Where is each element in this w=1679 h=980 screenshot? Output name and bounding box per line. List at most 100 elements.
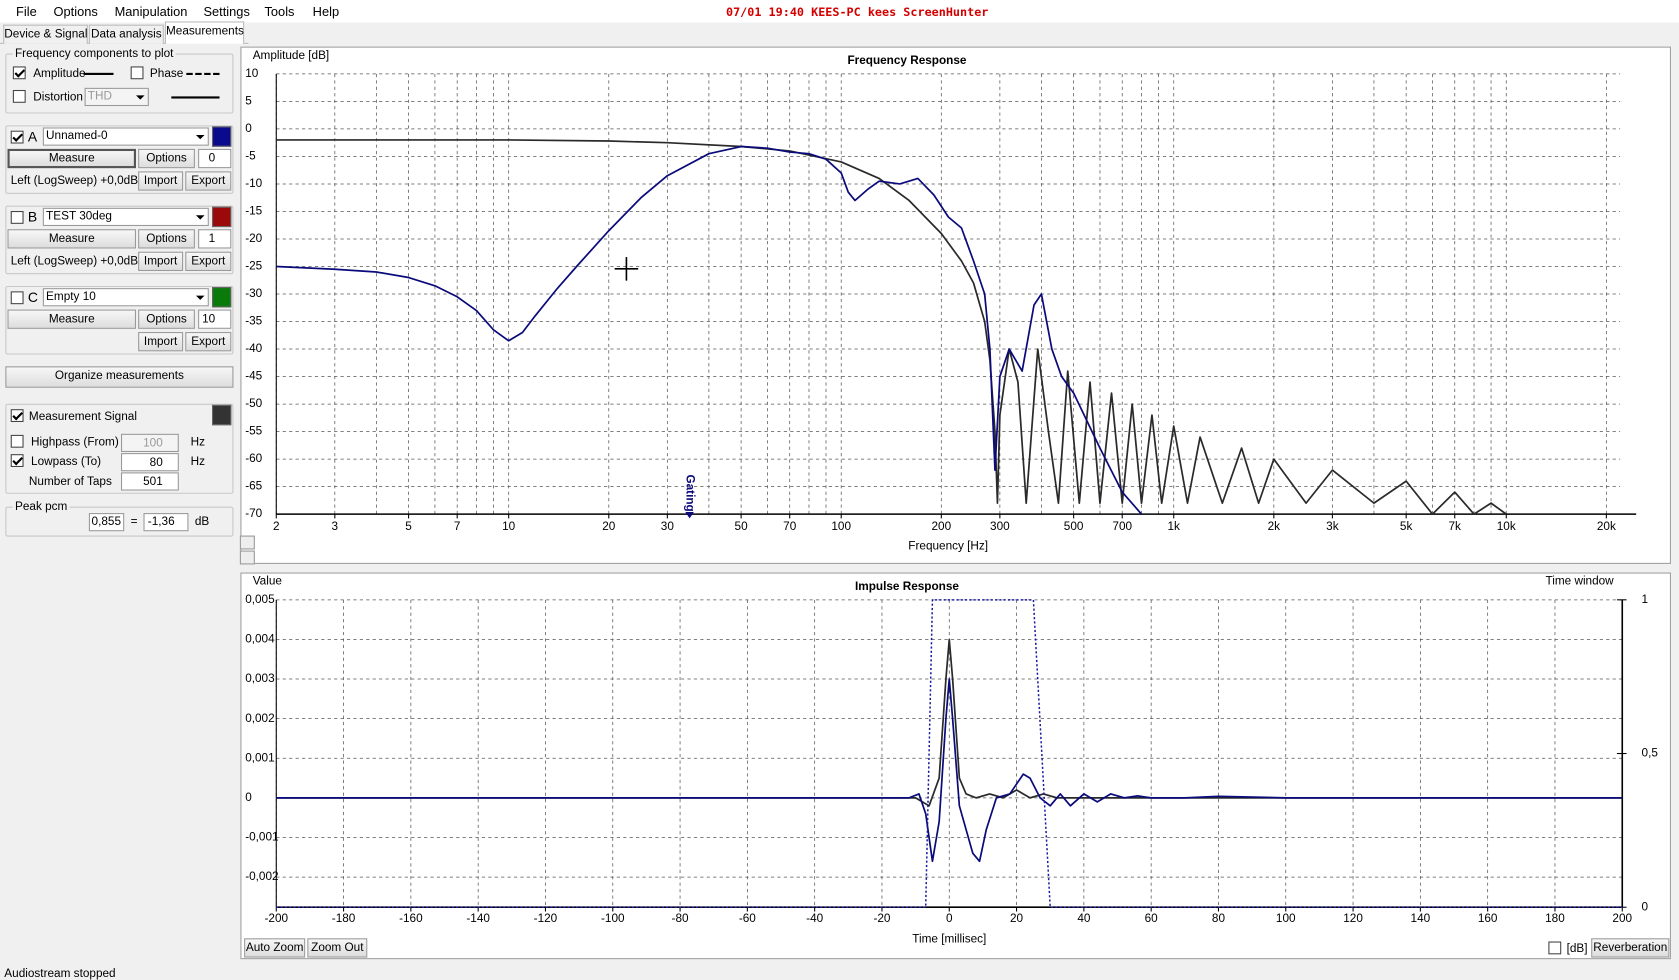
button[interactable]: Auto Zoom — [244, 938, 306, 958]
color-swatch[interactable] — [212, 206, 232, 228]
x-axis-label: Frequency [Hz] — [908, 539, 988, 552]
menu-item[interactable]: Settings — [203, 4, 250, 20]
x-tick-label: 5k — [1400, 520, 1413, 533]
y2-tick-label: 1 — [1642, 593, 1649, 606]
button[interactable]: Organize measurements — [5, 366, 234, 388]
color-swatch[interactable] — [212, 404, 232, 426]
menu-item[interactable]: Manipulation — [114, 4, 188, 20]
spin-box[interactable]: 80 — [121, 453, 179, 472]
button[interactable]: Export — [185, 251, 232, 271]
x-tick-label: 5 — [405, 520, 412, 533]
line-sample — [171, 96, 220, 99]
x-tick-label: 20 — [1010, 912, 1024, 925]
dropdown[interactable]: TEST 30deg — [42, 207, 209, 227]
group-box — [5, 403, 234, 494]
x-tick-label: -160 — [399, 912, 423, 925]
y-tick-label: 0,004 — [245, 633, 275, 646]
spin-box[interactable]: 0 — [198, 148, 232, 169]
label: Measurement Signal — [28, 410, 137, 424]
x-tick-label: 7 — [454, 520, 461, 533]
checkbox[interactable] — [10, 130, 24, 144]
x-tick-label: 40 — [1077, 912, 1091, 925]
y-tick-label: -15 — [245, 205, 262, 218]
checkbox[interactable] — [10, 454, 24, 467]
button[interactable]: Measure — [7, 309, 136, 329]
label: Amplitude — [33, 67, 86, 81]
tab[interactable]: Device & Signal — [3, 24, 88, 44]
spin-box[interactable]: 501 — [121, 472, 179, 491]
button[interactable]: Export — [185, 332, 232, 352]
x-tick-label: 3 — [332, 520, 339, 533]
menu-item[interactable]: Tools — [264, 4, 295, 20]
unit-label: dB — [194, 515, 210, 529]
checkbox[interactable] — [12, 89, 26, 103]
x-tick-label: -140 — [466, 912, 490, 925]
x-tick-label: 10 — [502, 520, 516, 533]
group-title: Frequency components to plot — [12, 47, 176, 62]
checkbox[interactable] — [10, 291, 24, 305]
spin-box[interactable]: 100 — [121, 433, 179, 453]
menu-bar — [0, 0, 1679, 23]
x-tick-label: -180 — [332, 912, 356, 925]
y-tick-label: -45 — [245, 370, 262, 383]
menu-item[interactable]: File — [16, 4, 37, 20]
y-tick-label: -10 — [245, 177, 262, 190]
button[interactable]: Import — [138, 332, 184, 352]
measurement-letter: C — [27, 289, 38, 306]
menu-item[interactable]: Help — [312, 4, 340, 20]
label: Highpass (From) — [31, 435, 119, 449]
x-tick-label: -200 — [264, 912, 288, 925]
button[interactable]: Reverberation — [1591, 938, 1670, 958]
button[interactable]: Import — [138, 251, 184, 271]
button[interactable]: Options — [138, 309, 195, 329]
button[interactable]: Export — [185, 171, 232, 191]
group-title: Peak pcm — [12, 500, 70, 515]
scroll-button[interactable] — [239, 550, 255, 565]
measurement-box — [5, 205, 234, 275]
chart-title: Impulse Response — [855, 580, 959, 593]
x-tick-label: 100 — [1276, 912, 1296, 925]
color-swatch[interactable] — [212, 287, 232, 308]
y-tick-label: 10 — [245, 67, 259, 80]
button[interactable]: Import — [138, 171, 184, 191]
checkbox[interactable] — [130, 66, 144, 80]
menu-item[interactable]: Options — [53, 4, 98, 20]
y-tick-label: 0,003 — [245, 672, 275, 685]
x-tick-label: 120 — [1343, 912, 1363, 925]
checkbox[interactable] — [10, 434, 24, 448]
y2-tick-label: 0,5 — [1642, 747, 1659, 760]
label: Number of Taps — [28, 475, 112, 489]
button[interactable]: Measure — [7, 229, 136, 249]
label: [dB] — [1566, 942, 1588, 956]
checkbox[interactable] — [12, 66, 26, 80]
scroll-button[interactable] — [239, 535, 255, 550]
dropdown[interactable]: Unnamed-0 — [42, 127, 209, 146]
dropdown[interactable]: THD — [84, 87, 149, 107]
button[interactable]: Options — [138, 229, 195, 249]
y-tick-label: -35 — [245, 315, 262, 328]
button[interactable]: Measure — [7, 148, 136, 169]
x-tick-label: 20 — [602, 520, 616, 533]
tab-active[interactable]: Measurements — [164, 21, 245, 44]
tab[interactable]: Data analysis — [88, 24, 164, 44]
checkbox[interactable] — [1548, 941, 1562, 955]
series-line — [276, 145, 1143, 515]
dropdown[interactable]: Empty 10 — [42, 288, 209, 307]
y-tick-label: 0,002 — [245, 712, 274, 725]
x-tick-label: 50 — [735, 520, 749, 533]
button[interactable]: Zoom Out — [307, 938, 368, 958]
checkbox[interactable] — [10, 211, 24, 224]
value-field: 0,855 — [88, 513, 125, 532]
button[interactable]: Options — [138, 148, 195, 169]
color-swatch[interactable] — [212, 126, 232, 147]
spin-box[interactable]: 10 — [198, 309, 232, 329]
status-text: Audiostream stopped — [4, 967, 116, 980]
x-tick-label: 180 — [1545, 912, 1565, 925]
x-tick-label: 10k — [1497, 520, 1516, 533]
spin-box[interactable]: 1 — [198, 229, 232, 249]
y-axis-label: Value — [253, 575, 283, 588]
checkbox[interactable] — [10, 409, 24, 423]
x-tick-label: 700 — [1112, 520, 1132, 533]
x-tick-label: -120 — [534, 912, 558, 925]
